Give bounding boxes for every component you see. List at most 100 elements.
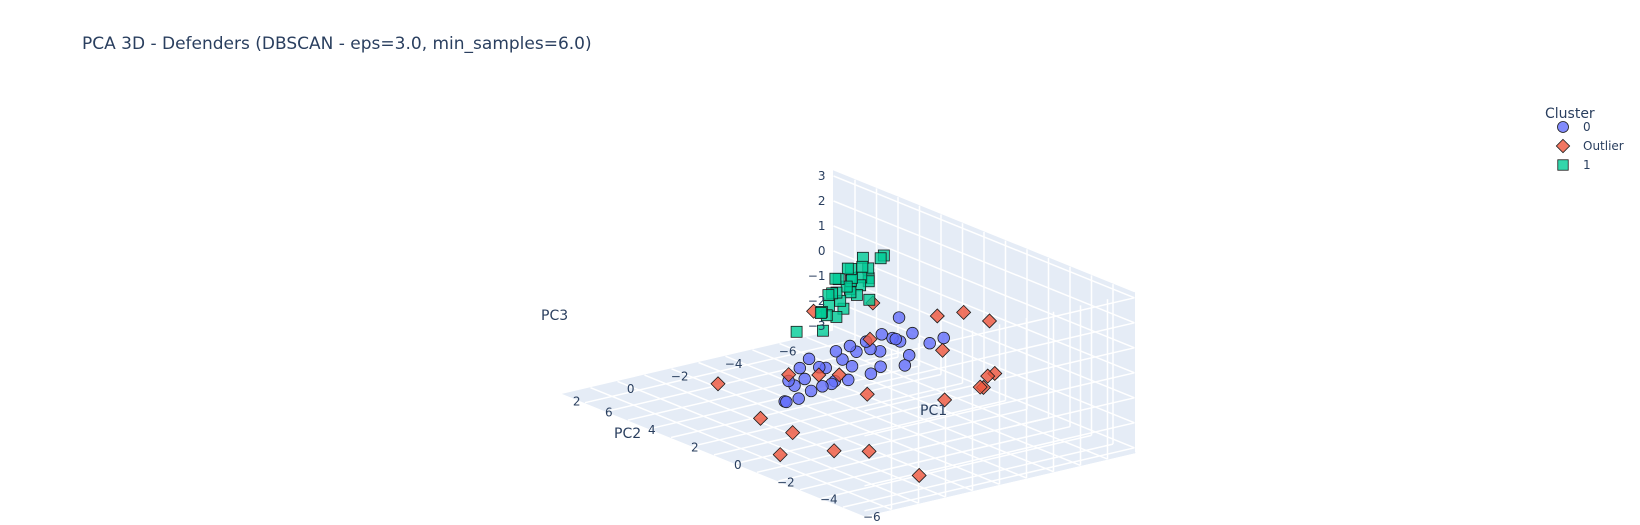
data-point-square[interactable] (874, 252, 887, 265)
y-axis-title: PC2 (614, 426, 641, 442)
gridline (833, 250, 1135, 374)
data-point-diamond[interactable] (811, 367, 827, 383)
gridline (864, 447, 1135, 512)
data-point-diamond[interactable] (710, 376, 726, 392)
gridlines (584, 175, 1135, 512)
z-tick-label: 0 (818, 244, 826, 258)
data-point-circle[interactable] (864, 367, 878, 380)
gridline (833, 200, 1135, 324)
x-tick-label: −2 (777, 475, 795, 489)
data-point-diamond[interactable] (937, 392, 953, 408)
x-axis-title: PC1 (920, 403, 947, 419)
data-point-circle[interactable] (842, 373, 855, 387)
data-point-diamond[interactable] (934, 342, 951, 358)
y-tick-label: 2 (573, 395, 581, 409)
z-tick-label: 2 (818, 194, 826, 208)
legend-marker-diamond[interactable] (1555, 138, 1571, 154)
y-tick-label: −6 (779, 344, 797, 358)
x-tick-label: 0 (734, 458, 742, 472)
data-point-diamond[interactable] (861, 443, 877, 459)
legend-item[interactable]: 1 (1557, 158, 1591, 172)
legend-label: Outlier (1583, 139, 1624, 153)
data-point-circle[interactable] (816, 380, 829, 393)
data-point-circle[interactable] (792, 392, 805, 405)
chart-title: PCA 3D - Defenders (DBSCAN - eps=3.0, mi… (82, 34, 592, 54)
data-point-diamond[interactable] (956, 304, 972, 320)
data-point-diamond[interactable] (980, 368, 996, 384)
gridline (671, 368, 973, 492)
data-point-square[interactable] (829, 272, 842, 285)
z-tick-label: −1 (808, 269, 826, 283)
z-tick-label: 1 (818, 219, 826, 233)
y-tick-label: −2 (671, 370, 689, 384)
y-tick-label: 0 (627, 382, 635, 396)
legend-item[interactable]: 0 (1557, 120, 1591, 134)
data-point-diamond[interactable] (929, 308, 945, 324)
data-point-diamond[interactable] (772, 447, 788, 463)
data-point-circle[interactable] (804, 384, 818, 398)
data-point-square[interactable] (822, 289, 835, 302)
y-tick-label: −4 (725, 357, 743, 371)
gridline (864, 347, 1135, 412)
gridline (864, 422, 1135, 487)
data-point-circle[interactable] (798, 372, 811, 386)
data-point-diamond[interactable] (911, 467, 927, 484)
data-point-circle[interactable] (892, 311, 906, 324)
data-point-circle[interactable] (937, 331, 950, 345)
data-point-diamond[interactable] (785, 425, 801, 441)
gridline (833, 225, 1135, 349)
gridline (833, 275, 1135, 399)
legend-label: 0 (1583, 120, 1591, 134)
z-tick-label: −2 (808, 294, 826, 308)
data-point-circle[interactable] (836, 353, 849, 366)
data-point-diamond[interactable] (826, 443, 842, 459)
3d-scene[interactable] (561, 170, 1137, 517)
legend-marker-circle[interactable] (1557, 121, 1569, 133)
gridline (725, 355, 1027, 479)
data-point-square[interactable] (863, 293, 876, 306)
legend-title: Cluster (1545, 106, 1595, 122)
data-point-square[interactable] (856, 260, 869, 273)
gridline (617, 380, 919, 504)
gridline (698, 361, 1000, 485)
data-point-circle[interactable] (898, 359, 912, 372)
data-point-circle[interactable] (802, 352, 816, 366)
data-point-diamond[interactable] (781, 367, 797, 383)
data-point-square[interactable] (814, 307, 827, 319)
data-point-square[interactable] (841, 262, 854, 275)
data-point-diamond[interactable] (752, 410, 769, 426)
legend[interactable]: Cluster 0 Outlier 1 (1545, 106, 1624, 172)
data-point-diamond[interactable] (981, 313, 998, 329)
axis-ticks: 6 4 2 0 −2 −4 −6 −6 −4 −2 0 2 3 2 1 0 −1 −2 −3 (573, 169, 881, 524)
x-tick-label: 6 (605, 406, 613, 420)
data-point-circle[interactable] (889, 332, 902, 346)
data-point-circle[interactable] (923, 337, 936, 350)
data-point-diamond[interactable] (859, 386, 875, 402)
data-point-circle[interactable] (780, 395, 793, 409)
data-point-square[interactable] (790, 325, 803, 338)
data-point-circle[interactable] (875, 328, 888, 341)
data-point-circle[interactable] (843, 339, 857, 353)
data-points (710, 249, 1003, 484)
z-tick-label: 3 (818, 169, 826, 183)
legend-item[interactable]: Outlier (1555, 138, 1624, 154)
x-tick-label: 4 (648, 423, 656, 437)
data-point-circle[interactable] (793, 361, 807, 375)
data-point-circle[interactable] (906, 326, 919, 340)
data-point-circle[interactable] (874, 360, 887, 373)
x-tick-label: 2 (691, 441, 699, 455)
data-point-diamond[interactable] (972, 379, 988, 395)
gridline (833, 175, 1135, 299)
data-point-circle[interactable] (845, 360, 859, 373)
data-point-square[interactable] (817, 324, 829, 337)
data-point-square[interactable] (840, 280, 853, 293)
gridline (864, 322, 1135, 387)
data-point-diamond[interactable] (831, 367, 847, 383)
data-point-circle[interactable] (829, 345, 843, 358)
data-point-diamond[interactable] (862, 331, 878, 347)
x-tick-label: −6 (863, 510, 881, 524)
z-axis-title: PC3 (541, 308, 568, 324)
legend-marker-square[interactable] (1557, 159, 1569, 171)
gridline (833, 300, 1135, 424)
